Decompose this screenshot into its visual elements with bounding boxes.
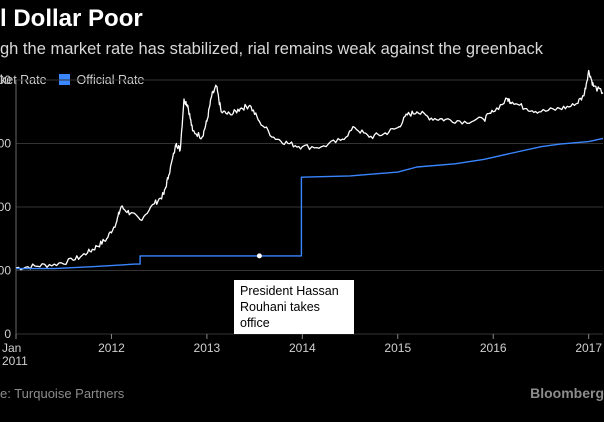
x-tick-label: 2011 xyxy=(2,354,28,368)
annotation-line-1: President Hassan xyxy=(240,284,339,298)
x-tick-label: Jan xyxy=(2,341,21,355)
y-axis-ticks: 0000000000000 xyxy=(0,73,11,341)
x-tick-label: 2015 xyxy=(384,341,411,355)
x-tick-label: 2012 xyxy=(98,341,125,355)
x-tick-label: 2014 xyxy=(289,341,316,355)
y-tick-label: 000 xyxy=(0,264,11,278)
series-lines xyxy=(15,69,604,271)
y-tick-label: 000 xyxy=(0,200,11,214)
x-tick-label: 2017 xyxy=(575,341,602,355)
y-tick-label: 000 xyxy=(0,137,11,151)
annotation-line-2: Rouhani takes office xyxy=(240,300,320,330)
x-tick-label: 2013 xyxy=(194,341,221,355)
official-rate-line xyxy=(16,137,604,270)
y-tick-label: 0 xyxy=(4,327,11,341)
chart-title: l Dollar Poor xyxy=(0,5,143,32)
chart-subtitle: gh the market rate has stabilized, rial … xyxy=(0,40,543,58)
source-note: e: Turquoise Partners xyxy=(0,386,125,401)
annotation-markers xyxy=(256,253,262,259)
brand-logo: Bloomberg xyxy=(530,385,604,401)
market-rate-line xyxy=(15,69,604,271)
y-tick-label: 000 xyxy=(0,73,11,87)
annotation-label: President Hassan Rouhani takes office xyxy=(234,280,354,334)
gridlines xyxy=(15,79,603,335)
x-tick-label: 2016 xyxy=(480,341,507,355)
annotation-marker xyxy=(256,253,262,259)
